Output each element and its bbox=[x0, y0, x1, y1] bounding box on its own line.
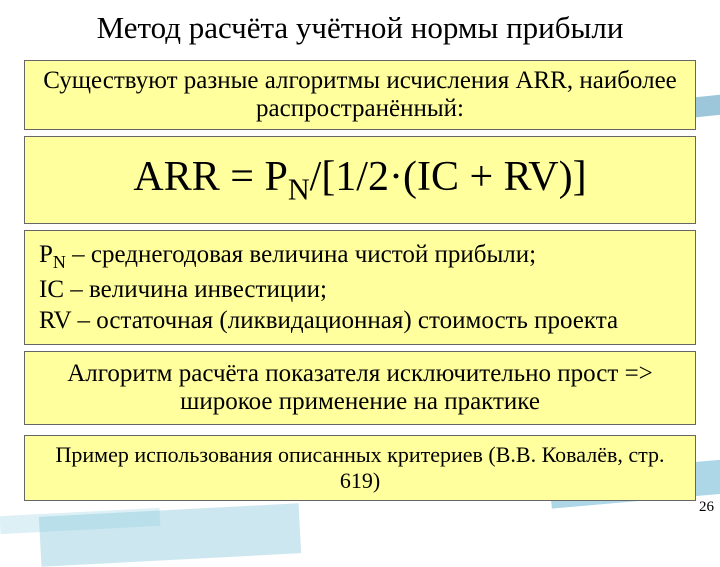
simple-box: Алгоритм расчёта показателя исключительн… bbox=[24, 351, 696, 425]
legend1-post: – среднегодовая величина чистой прибыли; bbox=[66, 241, 536, 268]
legend1-pre: P bbox=[39, 241, 53, 268]
formula-rest: /[1/2·(IC + RV)] bbox=[310, 154, 587, 200]
slide-title: Метод расчёта учётной нормы прибыли bbox=[0, 0, 720, 54]
example-box: Пример использования описанных критериев… bbox=[24, 435, 696, 501]
formula-sub-n: N bbox=[288, 172, 310, 206]
intro-box: Существуют разные алгоритмы исчисления A… bbox=[24, 60, 696, 130]
legend-line-2: IC – величина инвестиции; bbox=[39, 274, 681, 305]
legend-box: PN – среднегодовая величина чистой прибы… bbox=[24, 230, 696, 345]
formula-prefix: ARR = P bbox=[133, 154, 287, 200]
legend-line-3: RV – остаточная (ликвидационная) стоимос… bbox=[39, 305, 681, 336]
legend1-sub: N bbox=[53, 252, 66, 272]
formula-box: ARR = PN/[1/2·(IC + RV)] bbox=[24, 136, 696, 224]
legend-line-1: PN – среднегодовая величина чистой прибы… bbox=[39, 239, 681, 274]
page-number: 26 bbox=[699, 499, 714, 516]
